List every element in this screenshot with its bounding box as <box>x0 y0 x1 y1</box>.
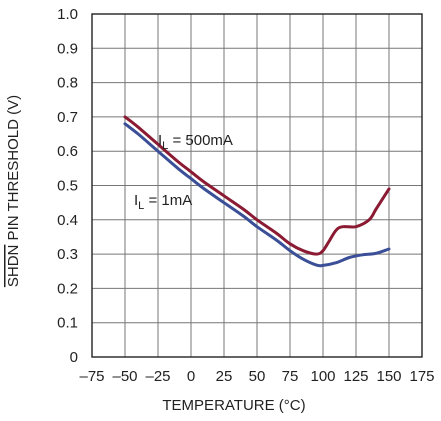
y-tick-labels: 0 0.1 0.2 0.3 0.4 0.5 0.6 0.7 0.8 0.9 1.0 <box>57 6 78 366</box>
series-label-500mA: IL = 500mA <box>158 132 233 152</box>
x-tick-label: 100 <box>310 368 335 385</box>
series-label-500mA-main: I <box>158 132 162 149</box>
plot-frame <box>91 13 423 358</box>
series-label-1mA: IL = 1mA <box>134 192 192 212</box>
series-label-1mA-rest: = 1mA <box>144 192 192 209</box>
y-axis-title-rest: PIN THRESHOLD (V) <box>5 95 22 245</box>
x-tick-label: 175 <box>409 368 434 385</box>
x-tick-label: 125 <box>343 368 368 385</box>
series-label-1mA-main: I <box>134 192 138 209</box>
series-label-1mA-sub: L <box>138 200 144 212</box>
y-tick-label: 0.7 <box>57 109 78 126</box>
series-line-500mA <box>123 115 391 256</box>
x-tick-label: 75 <box>282 368 299 385</box>
series-line-1mA <box>123 122 391 268</box>
y-tick-label: 1.0 <box>57 6 78 23</box>
y-tick-label: 0.2 <box>57 280 78 297</box>
x-tick-label: 150 <box>376 368 401 385</box>
y-axis-title-overline: SHDN <box>5 245 22 288</box>
y-tick-label: 0.9 <box>57 40 78 57</box>
y-tick-label: 0.6 <box>57 143 78 160</box>
x-tick-label: –25 <box>145 368 170 385</box>
y-tick-label: 0.8 <box>57 75 78 92</box>
y-tick-label: 0.3 <box>57 246 78 263</box>
x-tick-labels: –75 –50 –25 0 25 50 75 100 125 150 175 <box>79 368 434 385</box>
y-tick-label: 0.1 <box>57 315 78 332</box>
x-tick-label: 25 <box>216 368 233 385</box>
y-axis-title: SHDN PIN THRESHOLD (V) <box>5 95 22 287</box>
grid <box>91 13 423 358</box>
series-label-500mA-sub: L <box>162 140 168 152</box>
x-tick-label: 50 <box>249 368 266 385</box>
y-tick-label: 0.5 <box>57 178 78 195</box>
series-lines <box>123 115 391 268</box>
x-tick-label: –50 <box>112 368 137 385</box>
series-label-500mA-rest: = 500mA <box>168 132 233 149</box>
y-tick-label: 0 <box>70 349 78 366</box>
x-tick-label: –75 <box>79 368 104 385</box>
y-tick-label: 0.4 <box>57 212 78 229</box>
x-tick-label: 0 <box>187 368 195 385</box>
x-axis-title: TEMPERATURE (°C) <box>162 397 305 414</box>
